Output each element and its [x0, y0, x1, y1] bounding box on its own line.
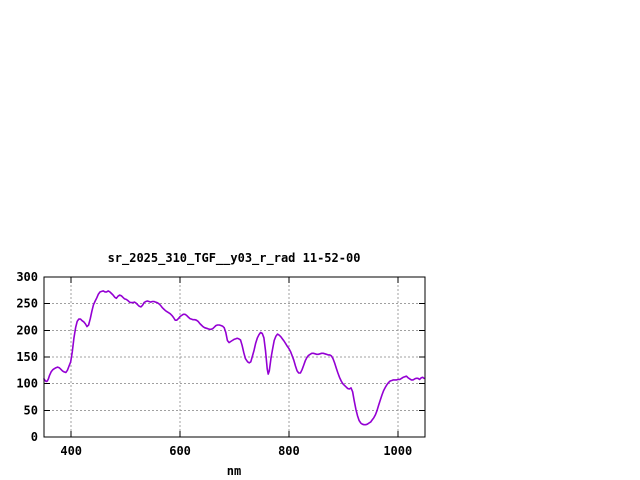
- x-axis-label: nm: [227, 464, 241, 478]
- spectrum-line: [43, 290, 425, 426]
- y-tick-label: 100: [16, 377, 38, 391]
- y-tick-label: 200: [16, 323, 38, 337]
- tick-labels: 400 600 800 1000 0 50 100 150 200 250 300: [16, 270, 412, 458]
- x-tick-label: 400: [60, 444, 82, 458]
- grid: [44, 277, 425, 437]
- y-tick-label: 0: [31, 430, 38, 444]
- y-tick-label: 150: [16, 350, 38, 364]
- x-tick-label: 600: [169, 444, 191, 458]
- x-tick-label: 1000: [383, 444, 412, 458]
- axis-ticks: [44, 276, 425, 438]
- y-tick-label: 250: [16, 297, 38, 311]
- y-tick-label: 300: [16, 270, 38, 284]
- chart-title: sr_2025_310_TGF__y03_r_rad 11-52-00: [108, 251, 361, 266]
- x-tick-label: 800: [278, 444, 300, 458]
- y-tick-label: 50: [24, 403, 38, 417]
